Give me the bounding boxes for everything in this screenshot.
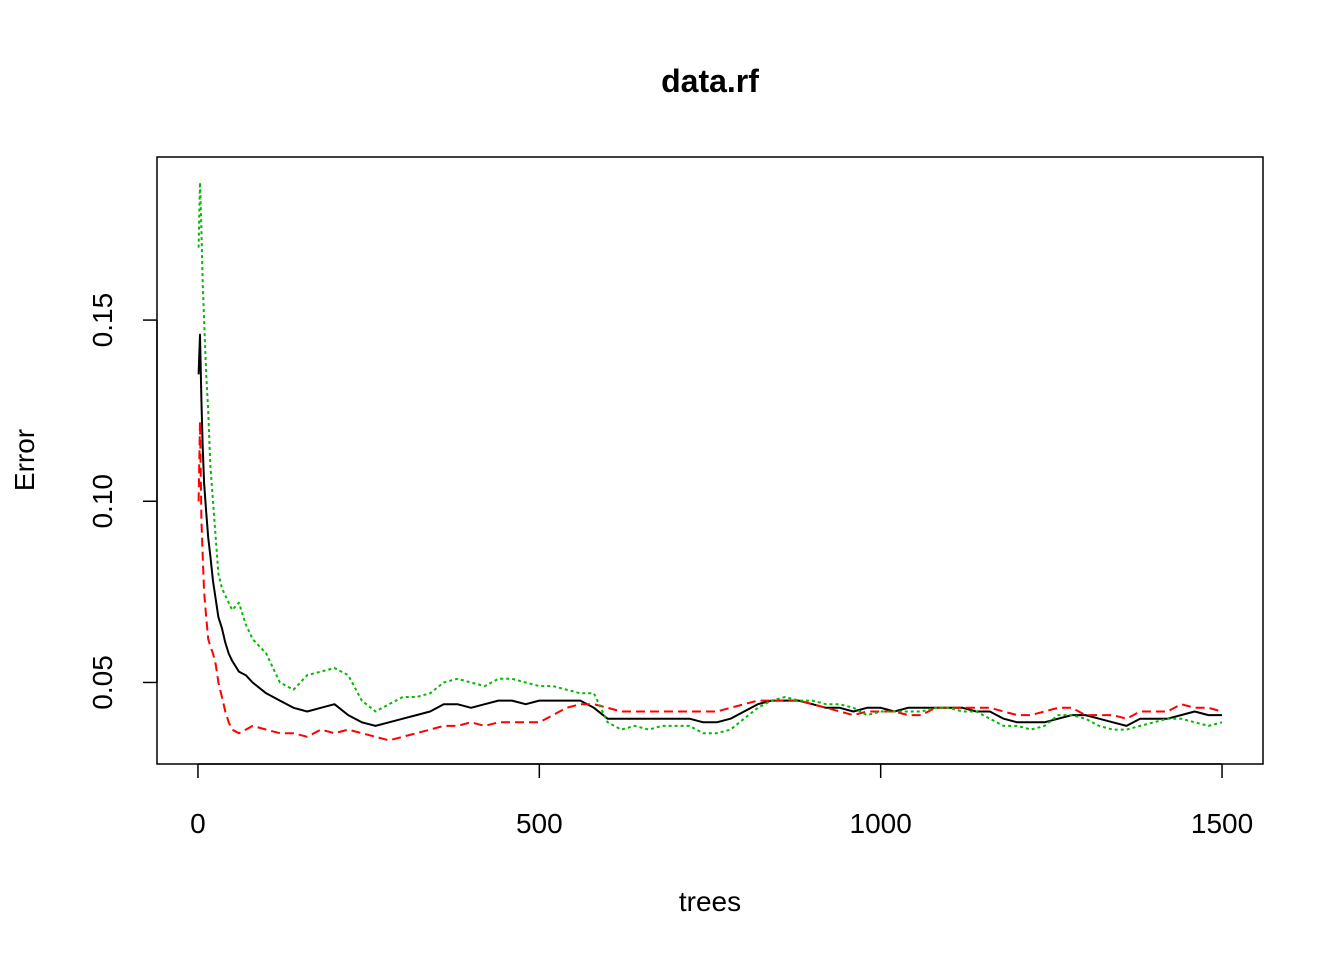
y-tick-label: 0.05 bbox=[87, 655, 118, 710]
x-axis: 0 500 1000 1500 bbox=[190, 763, 1253, 839]
y-tick-label: 0.10 bbox=[87, 474, 118, 529]
series-line-3 bbox=[197, 181, 1223, 735]
x-tick-label: 1500 bbox=[1191, 808, 1253, 839]
x-axis-label: trees bbox=[679, 886, 741, 917]
chart-title: data.rf bbox=[661, 63, 759, 99]
series-line-1 bbox=[197, 333, 1222, 727]
x-tick-label: 500 bbox=[516, 808, 563, 839]
x-tick-label: 0 bbox=[190, 808, 206, 839]
series-line-2 bbox=[197, 420, 1223, 742]
x-tick-label: 1000 bbox=[850, 808, 912, 839]
y-tick-label: 0.15 bbox=[87, 293, 118, 348]
series-layer bbox=[197, 181, 1223, 742]
y-axis: 0.05 0.10 0.15 bbox=[87, 293, 158, 710]
plot-frame bbox=[156, 156, 1264, 765]
y-axis-label: Error bbox=[9, 429, 40, 491]
